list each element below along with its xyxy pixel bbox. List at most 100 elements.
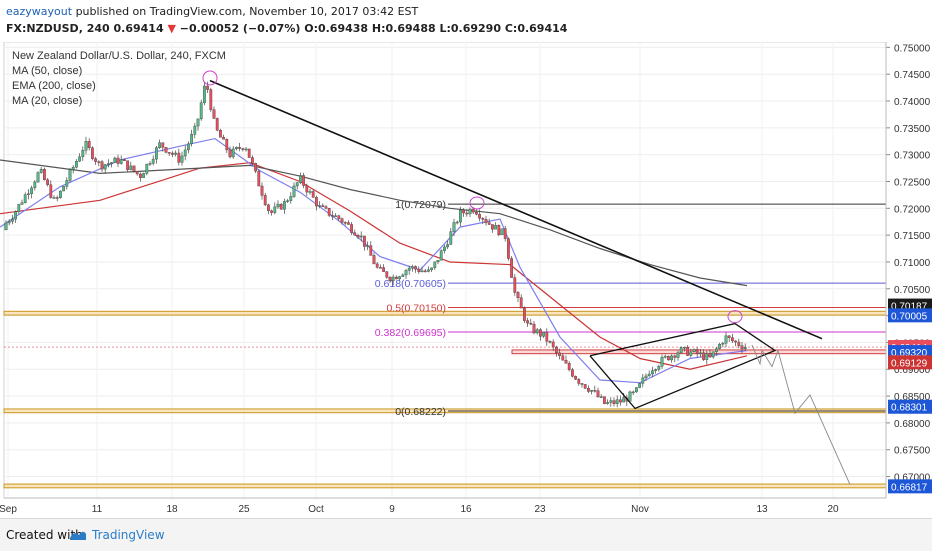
candle-body [356,235,360,238]
tradingview-brand[interactable]: TradingView [92,528,165,542]
candle-body [372,255,376,265]
candle-body [439,250,443,261]
candle-body [46,179,50,185]
price-tag-label: 0.70187 [891,302,928,313]
candle-body [449,231,453,245]
candle-body [647,373,651,377]
candle-body [462,209,465,214]
candle-body [535,329,539,334]
candle-body [571,369,574,377]
candle-body [427,269,430,272]
candle-body [17,204,21,212]
candle-body [283,201,286,210]
candle-body [74,161,78,168]
candle-body [65,180,69,187]
grid [4,42,886,498]
candle-body [30,187,33,194]
candle-body [417,268,421,272]
candle-body [532,323,536,334]
fib-label: 0(0.68222) [395,406,446,418]
candle-body [20,202,24,205]
candle-body [129,165,133,170]
candle-body [289,196,293,201]
price-chart[interactable]: 1(0.72079)0.618(0.70605)0.5(0.70150)0.38… [0,42,932,518]
candle-body [542,332,546,337]
candle-body [638,383,642,388]
candle-body [631,391,635,394]
price-tag-label: 0.68301 [891,403,928,414]
candle-body [161,142,165,148]
candle-body [484,219,488,223]
candle-body [52,197,56,199]
candle-body [689,351,693,356]
price-tag-label: 0.69320 [891,348,928,359]
candle-body [574,376,578,380]
candle-body [539,329,542,337]
candle-body [100,161,104,170]
candle-body [465,212,469,215]
candle-body [308,191,312,193]
publication-header: eazywayout published on TradingView.com,… [0,0,932,42]
y-tick-label: 0.68500 [894,392,931,403]
candle-body [110,162,114,164]
tradingview-logo-icon[interactable] [68,526,88,544]
candle-body [122,159,126,161]
y-tick-label: 0.73500 [894,124,931,135]
candle-body [401,274,405,277]
candle-body [385,271,389,278]
candle-body [379,267,382,269]
candle-body [471,208,475,213]
candle-body [727,335,731,338]
y-tick-label: 0.75000 [894,43,931,54]
candle-body [407,267,411,271]
price-tag-label: 0.70005 [891,311,928,322]
candle-body [369,245,373,256]
candle-body [475,211,478,215]
candle-body [142,173,145,178]
candle-body [683,347,686,349]
candle-body [190,134,193,145]
candle-body [743,347,747,349]
fib-label: 0.382(0.69695) [375,327,446,339]
x-tick-label: 9 [389,504,395,515]
candle-body [295,182,299,187]
candle-body [708,353,712,358]
candle-body [183,149,187,157]
publisher-username[interactable]: eazywayout [6,5,73,18]
candle-body [513,277,517,293]
candle-body [686,347,690,356]
candle-body [603,396,606,404]
candle-body [193,125,197,135]
price-tag-label: 0.69129 [891,358,928,369]
candle-body [491,224,494,230]
candle-body [273,206,277,213]
candle-body [459,209,462,223]
plot-area [3,42,887,499]
candle-body [391,276,395,281]
candle-body [36,172,40,183]
candle-body [567,363,571,370]
candle-body [39,168,43,173]
candle-body [452,222,456,232]
candle-body [59,190,62,198]
candle-body [551,341,555,348]
candle-body [154,147,158,160]
candle-body [311,191,315,198]
projected-path [751,344,851,485]
candle-body [651,370,654,375]
lower-support-zone [3,483,887,489]
legend-ema200: EMA (200, close) [12,80,96,92]
y-tick-label: 0.68000 [894,419,931,430]
x-tick-label: 20 [827,504,839,515]
candle-body [398,276,401,280]
fib-label: 0.618(0.70605) [375,278,446,290]
candle-body [494,225,497,230]
candle-body [250,157,254,164]
candle-body [676,352,680,358]
candle-body [596,390,600,398]
down-arrow-icon: ▼ [167,22,176,35]
candle-body [202,85,206,104]
candle-body [523,307,526,321]
candle-body [375,263,379,268]
candle-body [33,181,37,189]
